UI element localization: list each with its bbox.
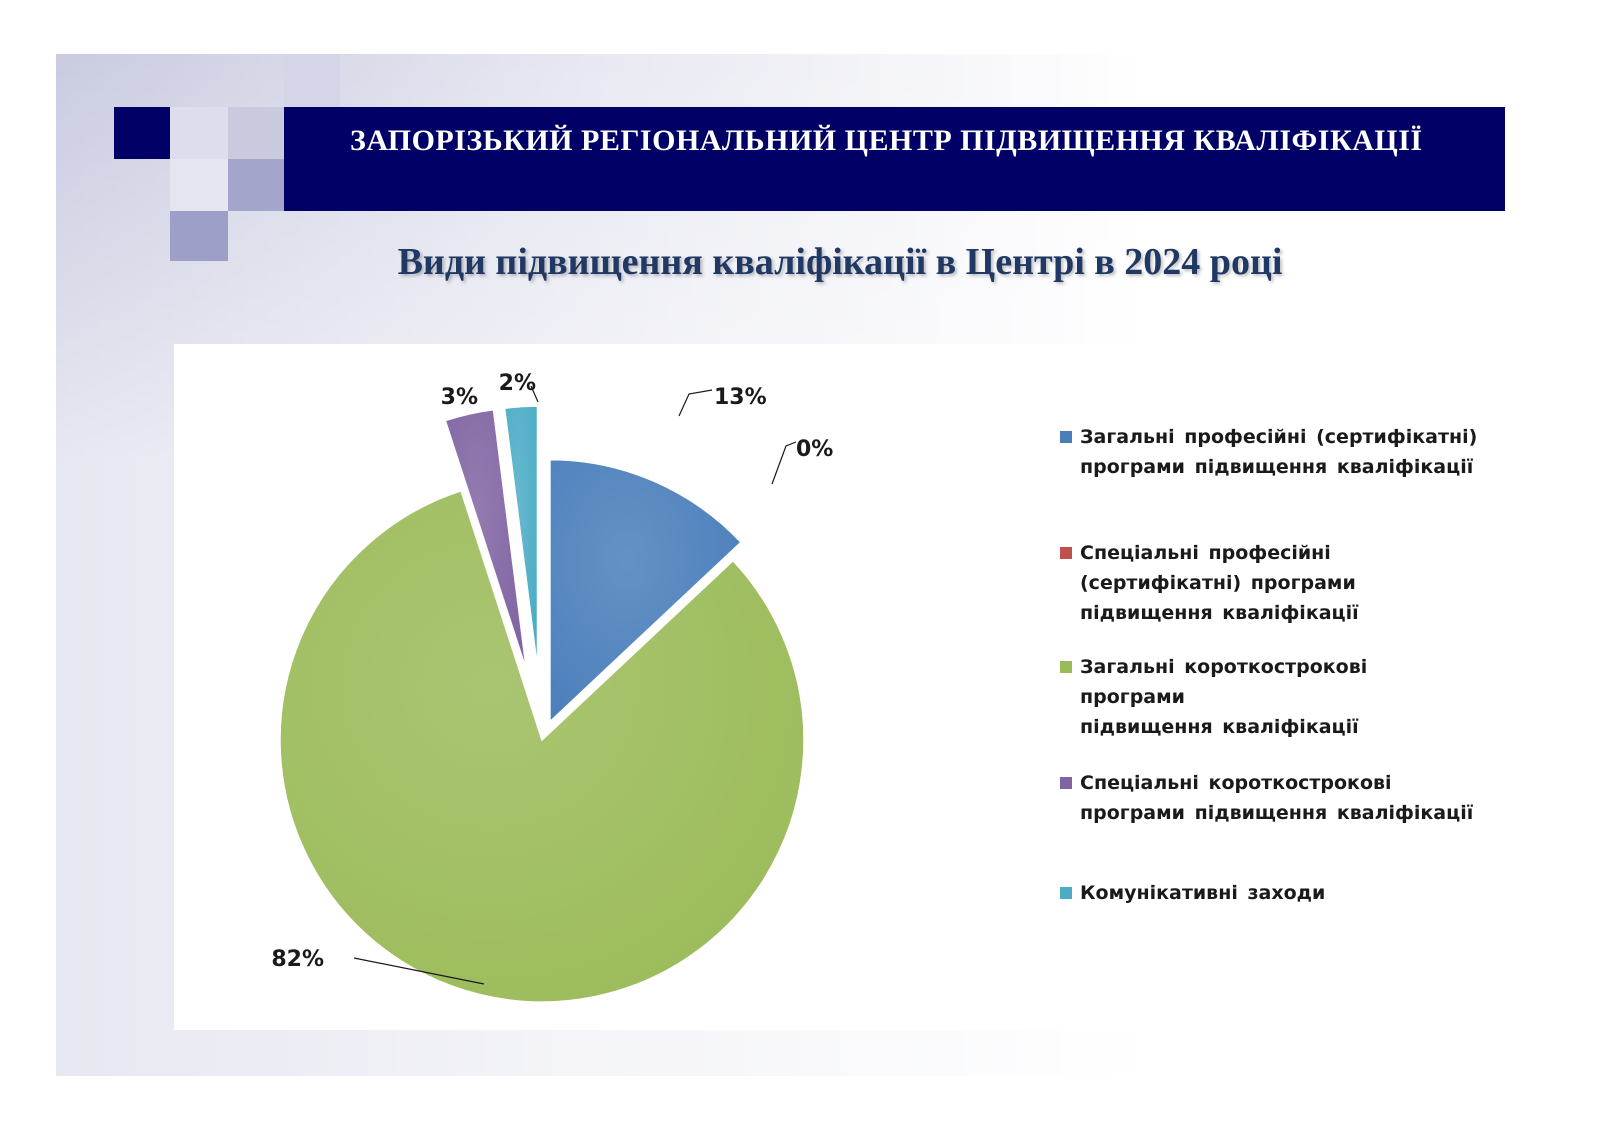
legend-label: Комунікативні заходи (1080, 882, 1326, 904)
legend-swatch (1060, 431, 1072, 443)
leader-line (530, 385, 539, 403)
pie-slice (549, 458, 742, 724)
legend-item: Загальні професійні (сертифікатні) прогр… (1060, 422, 1480, 482)
data-label: 82% (271, 947, 324, 972)
legend-item: Комунікативні заходи (1060, 878, 1480, 908)
decor-square (228, 107, 284, 159)
pie-chart: 13% 0% 82% 3% 2% (271, 371, 833, 1003)
data-label: 0% (796, 437, 833, 462)
legend-swatch (1060, 547, 1072, 559)
pie-slice (279, 489, 805, 1003)
leader-line (771, 441, 797, 485)
legend-label: Загальні короткострокові програми підвищ… (1080, 656, 1368, 738)
decor-square (228, 159, 284, 211)
data-label: 13% (714, 385, 767, 410)
slide-title: Види підвищення кваліфікації в Центрі в … (397, 241, 1283, 283)
header-title: ЗАПОРІЗЬКИЙ РЕГІОНАЛЬНИЙ ЦЕНТР ПІДВИЩЕНН… (350, 124, 1423, 157)
data-label: 3% (441, 385, 478, 410)
pie-slice (444, 408, 528, 670)
legend-item: Спеціальні професійні (сертифікатні) про… (1060, 538, 1480, 628)
legend-swatch (1060, 661, 1072, 673)
decor-square (170, 107, 228, 159)
legend-label: Загальні професійні (сертифікатні) прогр… (1080, 426, 1478, 478)
pie-slice (503, 405, 539, 669)
decor-square (170, 211, 228, 261)
legend-swatch (1060, 887, 1072, 899)
legend-label: Спеціальні короткострокові програми підв… (1080, 772, 1474, 824)
legend-label: Спеціальні професійні (сертифікатні) про… (1080, 542, 1359, 624)
leader-line (678, 389, 713, 417)
decor-square (170, 159, 228, 211)
legend-item: Спеціальні короткострокові програми підв… (1060, 768, 1480, 828)
legend-item: Загальні короткострокові програми підвищ… (1060, 652, 1480, 742)
data-label: 2% (499, 371, 536, 396)
decor-square (284, 54, 340, 107)
decor-square (114, 107, 170, 159)
leader-line (353, 957, 485, 985)
chart-panel: 13% 0% 82% 3% 2% (174, 344, 1510, 1030)
legend-swatch (1060, 777, 1072, 789)
header-bar (284, 107, 1505, 211)
